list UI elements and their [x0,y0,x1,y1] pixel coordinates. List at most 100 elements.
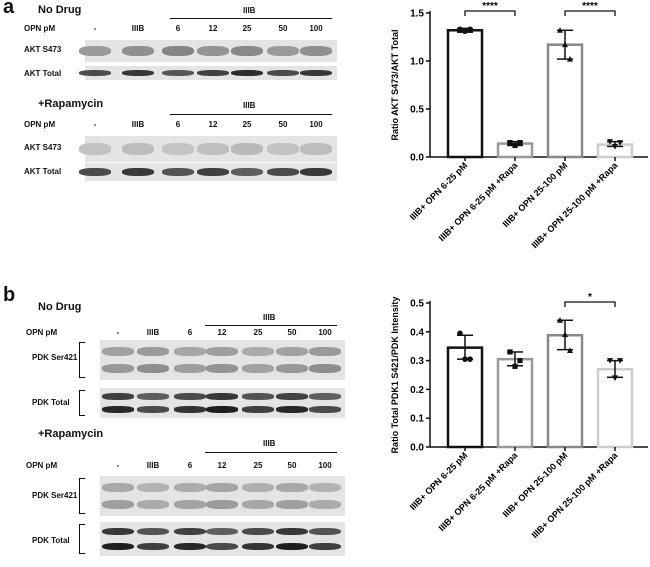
lane-label: - [116,461,120,470]
data-point [507,349,513,355]
lane-label: IIIB [131,24,145,33]
protein-band [122,46,154,56]
protein-band [174,542,206,551]
y-tick-label: 0.3 [410,356,424,367]
protein-band [309,542,341,551]
blot-image [79,40,337,62]
lane-label: - [116,328,120,337]
protein-band [162,167,194,177]
blot-label: PDK Ser421 [32,353,78,362]
bar [446,346,484,449]
panel-b-label: b [3,284,16,306]
blot-image [79,66,337,80]
significance-bracket [564,10,616,16]
protein-band [197,143,229,155]
protein-band [206,542,238,551]
blot-image [100,522,345,556]
protein-band [242,406,274,413]
data-point [457,330,463,337]
protein-band [267,69,299,77]
row-label: OPN pM [26,328,58,337]
blot-label: AKT S473 [24,143,62,152]
protein-band [79,69,111,77]
y-tick-label: 0.0 [410,443,424,454]
group-label: IIIB [263,439,276,448]
blot-image [79,136,337,162]
protein-band [162,69,194,77]
data-point [557,27,563,33]
bar [496,357,534,449]
data-point [617,358,623,364]
protein-band [79,46,111,56]
protein-band [309,527,341,536]
row-label: OPN pM [26,461,58,470]
data-point [512,142,518,149]
protein-band [174,364,206,374]
protein-band [102,482,134,492]
protein-band [276,364,308,374]
lane-label: 50 [287,328,297,337]
data-point [517,140,523,146]
lane-label: IIIB [146,328,160,337]
protein-band [300,69,332,77]
blot-label: AKT Total [24,69,62,78]
protein-band [276,542,308,551]
protein-band [206,393,238,400]
lane-label: 50 [278,24,288,33]
protein-band [300,167,332,177]
lane-label: 50 [278,120,288,129]
data-point [467,26,473,33]
protein-band [309,393,341,400]
lane-label: - [93,24,97,33]
blot-label: PDK Total [32,398,70,407]
protein-band [242,364,274,374]
data-point [617,140,623,146]
protein-band [79,143,111,155]
lane-label: 12 [217,328,227,337]
protein-band [242,542,274,551]
protein-band [309,482,341,492]
data-point [512,363,518,369]
bar [446,29,484,159]
y-tick-label: 0.4 [410,327,424,338]
protein-band [102,542,134,551]
protein-band [79,167,111,177]
protein-band [137,527,169,536]
protein-band [300,143,332,155]
y-tick-label: 1.5 [410,9,424,20]
data-point [467,356,473,362]
group-label: IIIB [263,313,276,322]
protein-band [197,167,229,177]
bracket [79,390,85,416]
group-line [170,114,332,115]
bar [546,334,584,449]
data-point [557,317,563,323]
protein-band [276,393,308,400]
data-point [462,356,468,362]
condition-title: +Rapamycin [38,428,104,440]
protein-band [162,46,194,56]
protein-band [309,346,341,356]
data-point [457,26,463,33]
x-tick-label: IIIB+ OPN 25-100 pM +Rapa [530,160,621,251]
protein-band [137,542,169,551]
protein-band [122,143,154,155]
protein-band [102,406,134,413]
protein-band [267,167,299,177]
blot-image [100,476,345,516]
significance-label: **** [582,1,598,12]
y-tick-label: 0.5 [410,299,424,310]
blot-label: AKT S473 [24,45,62,54]
data-point [607,139,613,145]
protein-band [300,46,332,56]
lane-label: 6 [175,24,181,33]
lane-label: 100 [309,120,323,129]
protein-band [122,69,154,77]
protein-band [242,393,274,400]
y-tick-label: 0.1 [410,414,424,425]
y-tick-label: 0.5 [410,105,424,116]
lane-label: IIIB [131,120,145,129]
lane-label: 100 [309,24,323,33]
protein-band [137,500,169,510]
significance-label: **** [482,1,498,12]
